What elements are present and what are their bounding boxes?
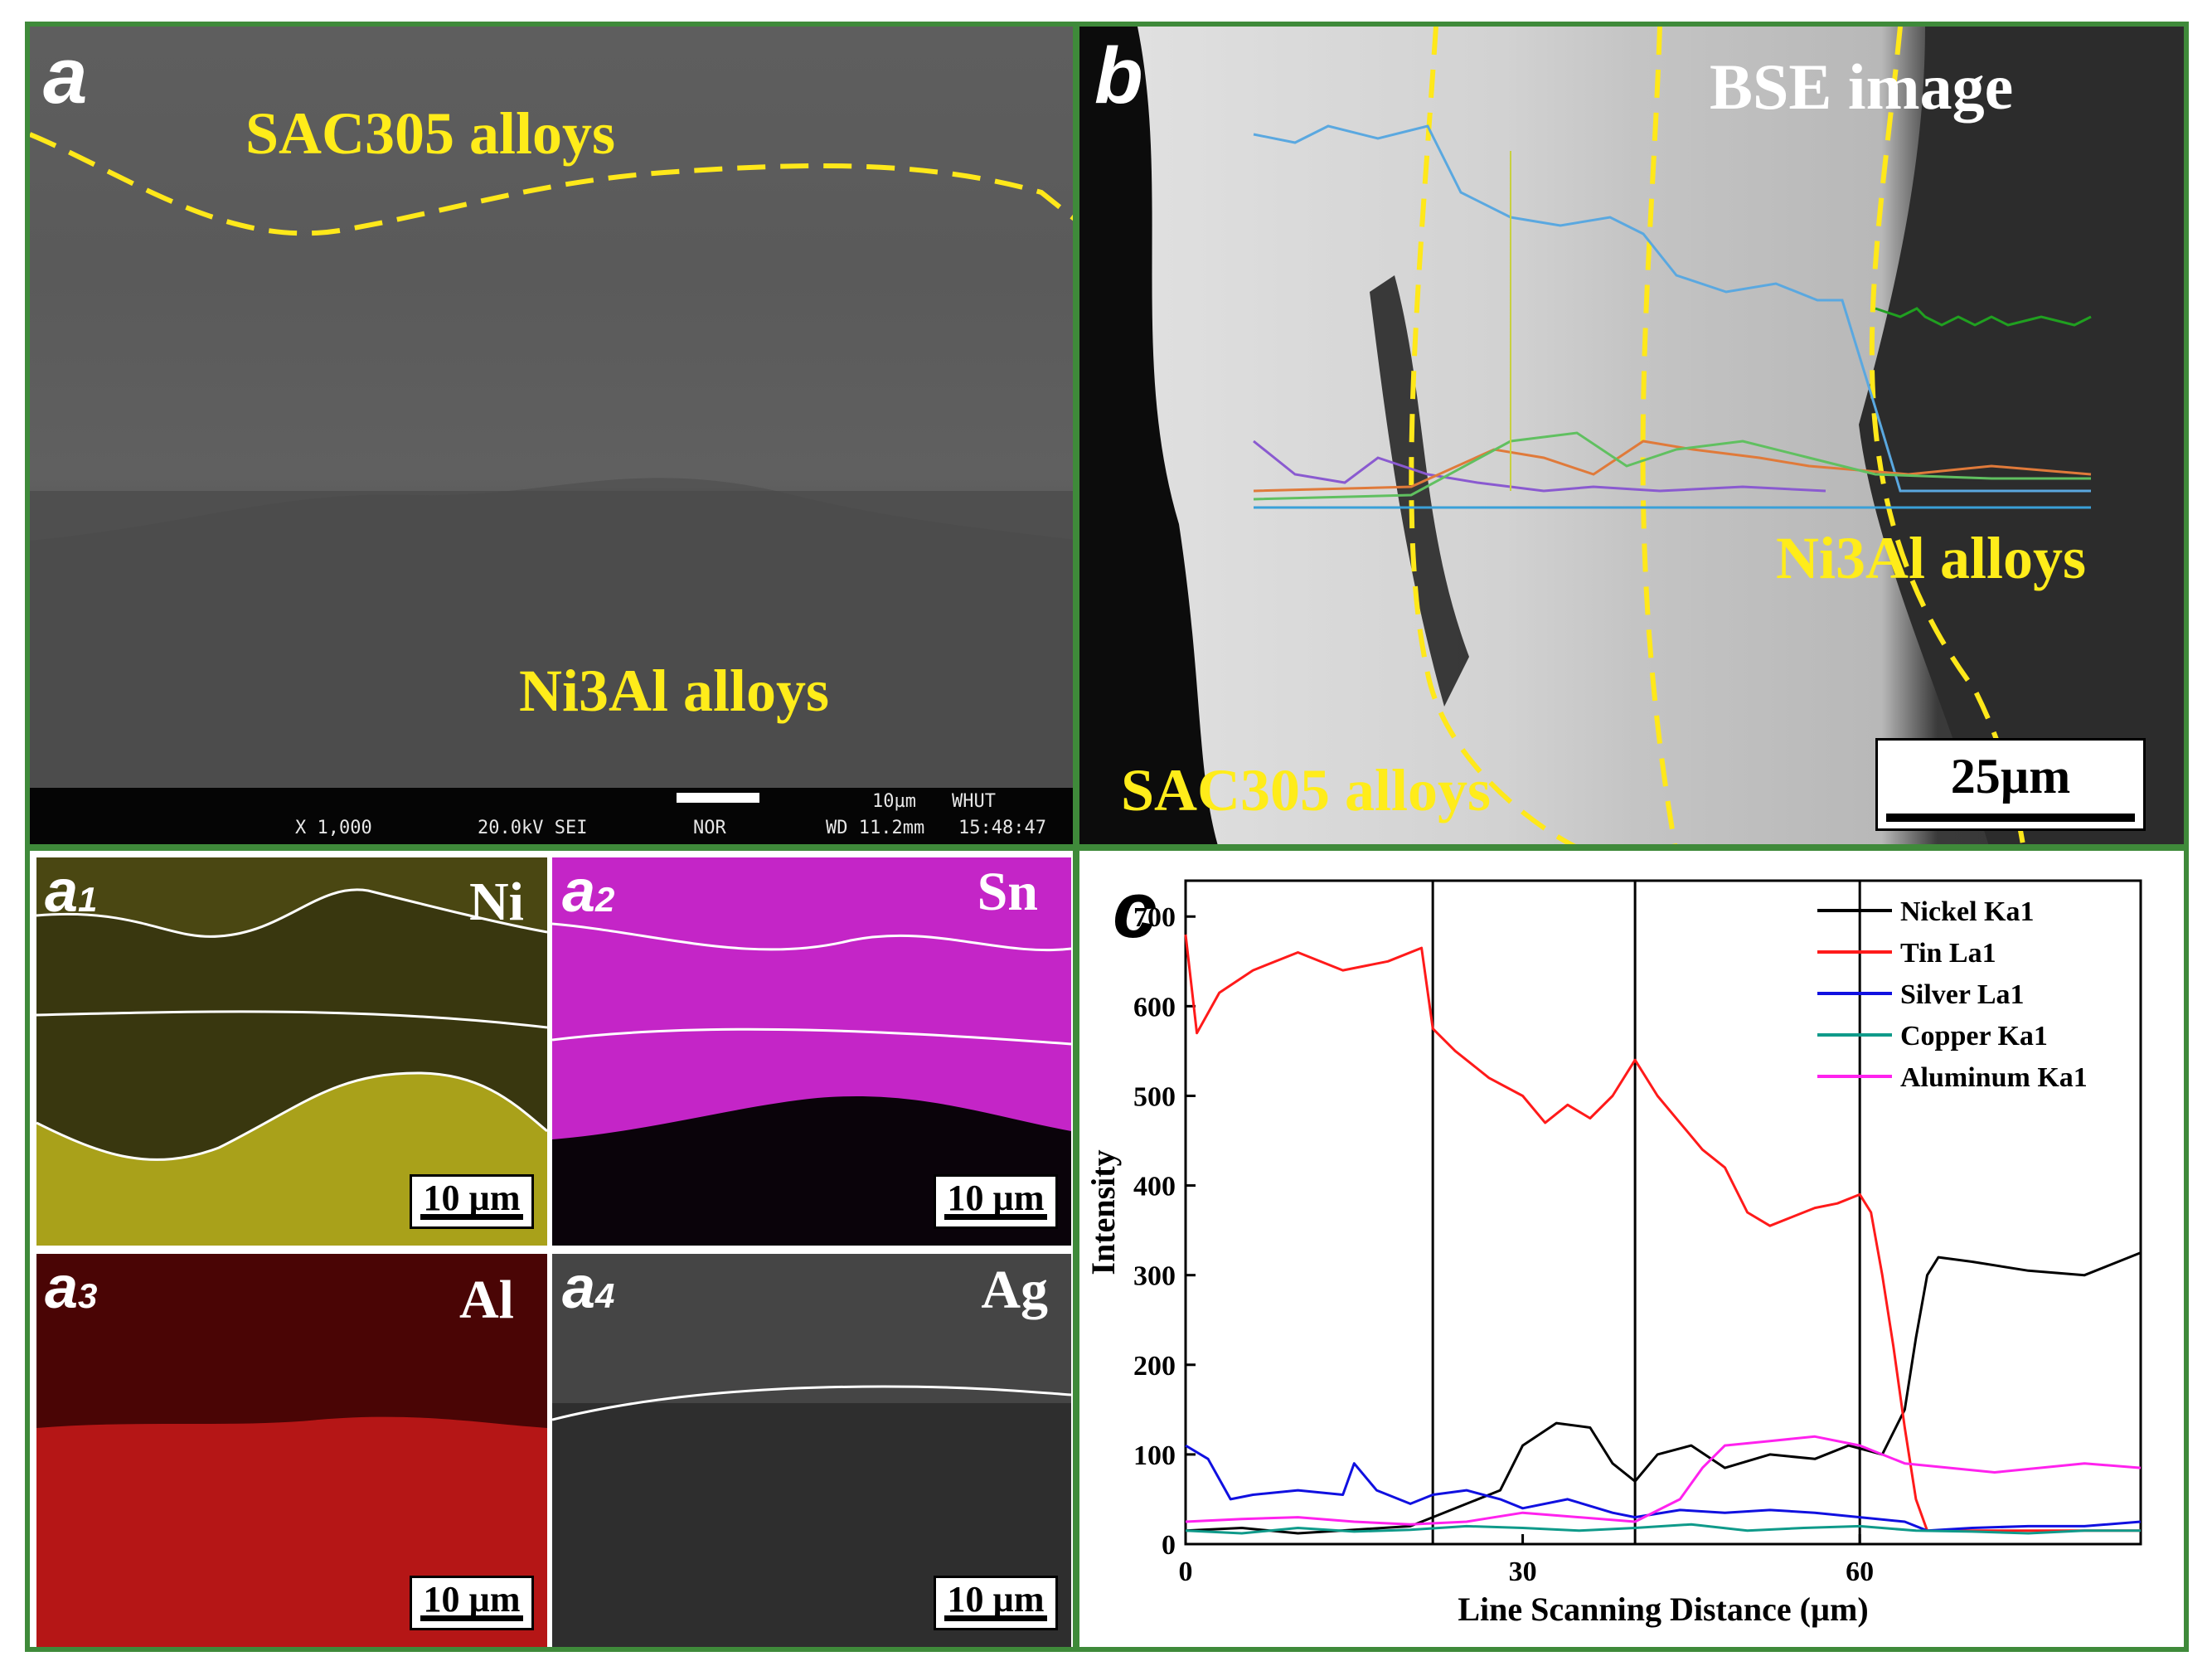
series-tin-la1 xyxy=(1184,934,2141,1532)
sem-info-bar: 10µm WHUT X 1,000 20.0kV SEI NOR WD 11.2… xyxy=(30,788,1073,844)
sem-wd: WD 11.2mm xyxy=(826,818,925,838)
panel-b-scale-bar xyxy=(1886,814,2135,822)
map-sn-element: Sn xyxy=(977,862,1038,922)
map-ni-letter: a1 xyxy=(45,858,98,925)
map-ag-scale: 10 µm xyxy=(934,1576,1058,1630)
y-tick-label: 200 xyxy=(1133,1351,1176,1382)
panel-b-image xyxy=(1079,27,2184,844)
x-tick-label: 60 xyxy=(1846,1557,1874,1587)
eds-maps: a1 Ni 10 µm a2 Sn 10 µm a3 Al 10 µm xyxy=(25,846,1078,1652)
map-al-scale: 10 µm xyxy=(410,1576,534,1630)
y-tick-label: 0 xyxy=(1162,1530,1176,1561)
y-tick-label: 400 xyxy=(1133,1172,1176,1202)
y-tick-label: 600 xyxy=(1133,992,1176,1022)
panel-a-top-label: SAC305 alloys xyxy=(245,100,616,167)
plot-frame xyxy=(1184,879,2142,1546)
map-ni-element: Ni xyxy=(469,872,524,932)
legend-entry: Silver La1 xyxy=(1900,979,2025,1010)
panel-a-letter: a xyxy=(43,32,88,120)
legend-entry: Aluminum Ka1 xyxy=(1900,1062,2088,1093)
panel-b-scale-label: 25µm xyxy=(1950,749,2071,804)
map-al-letter: a3 xyxy=(45,1255,98,1321)
map-ag-image xyxy=(552,1254,1071,1421)
panel-c-letter: c xyxy=(1113,866,1157,954)
series-silver-la1 xyxy=(1185,1444,2142,1532)
panel-c: 0 100 200 300 400 500 600 700 0 30 60 Line Scanning… xyxy=(1074,846,2189,1652)
map-ni-scale: 10 µm xyxy=(410,1174,534,1229)
x-tick-label: 30 xyxy=(1509,1557,1537,1587)
series-copper-ka1 xyxy=(1185,1523,2141,1535)
line-scan-chart: 0 100 200 300 400 500 600 700 0 30 60 Line Scanning… xyxy=(1084,879,2142,1628)
sem-lab: WHUT xyxy=(952,791,996,812)
map-sn-scale: 10 µm xyxy=(934,1174,1058,1229)
sem-mode: NOR xyxy=(693,818,726,838)
legend-entry: Tin La1 xyxy=(1900,938,1996,969)
y-tick-label: 700 xyxy=(1133,902,1176,933)
panel-a: a SAC305 alloys Ni3Al alloys 10µm WHUT X… xyxy=(25,22,1078,849)
sem-magnification: X 1,000 xyxy=(295,818,372,838)
panel-b-scale-box: 25µm xyxy=(1875,738,2146,831)
map-al: a3 Al 10 µm xyxy=(36,1254,547,1647)
panel-b: b BSE image Ni3Al alloys SAC305 alloys 2… xyxy=(1074,22,2189,849)
series-aluminum-ka1 xyxy=(1185,1435,2142,1526)
map-sn: a2 Sn 10 µm xyxy=(552,857,1071,1246)
series-nickel-ka1 xyxy=(1185,1251,2142,1535)
legend-entry: Nickel Ka1 xyxy=(1900,896,2034,927)
panel-a-boundary xyxy=(30,132,1073,806)
panel-b-title: BSE image xyxy=(1710,51,2014,123)
sem-scale: 10µm xyxy=(872,791,916,812)
map-sn-letter: a2 xyxy=(562,858,615,925)
legend-entry: Copper Ka1 xyxy=(1900,1021,2048,1052)
panel-b-letter: b xyxy=(1094,32,1143,120)
y-tick-label: 100 xyxy=(1133,1440,1176,1471)
map-ag: a4 Ag 10 µm xyxy=(552,1254,1071,1647)
y-tick-label: 300 xyxy=(1133,1261,1176,1292)
map-ag-letter: a4 xyxy=(562,1255,615,1321)
sem-time: 15:48:47 xyxy=(958,818,1046,838)
y-axis-label: Intensity xyxy=(1084,1149,1122,1275)
y-tick-label: 500 xyxy=(1133,1081,1176,1112)
map-ag-element: Ag xyxy=(981,1260,1048,1320)
x-tick-label: 0 xyxy=(1179,1557,1193,1587)
panel-b-right-label: Ni3Al alloys xyxy=(1776,525,2087,591)
sem-scale-bar xyxy=(677,793,759,803)
map-al-element: Al xyxy=(459,1270,514,1330)
sem-voltage: 20.0kV SEI xyxy=(478,818,588,838)
x-axis-label: Line Scanning Distance (µm) xyxy=(1458,1591,1868,1628)
panel-b-bottom-label: SAC305 alloys xyxy=(1121,757,1492,823)
panel-a-bottom-label: Ni3Al alloys xyxy=(519,658,830,724)
map-ni: a1 Ni 10 µm xyxy=(36,857,547,1246)
